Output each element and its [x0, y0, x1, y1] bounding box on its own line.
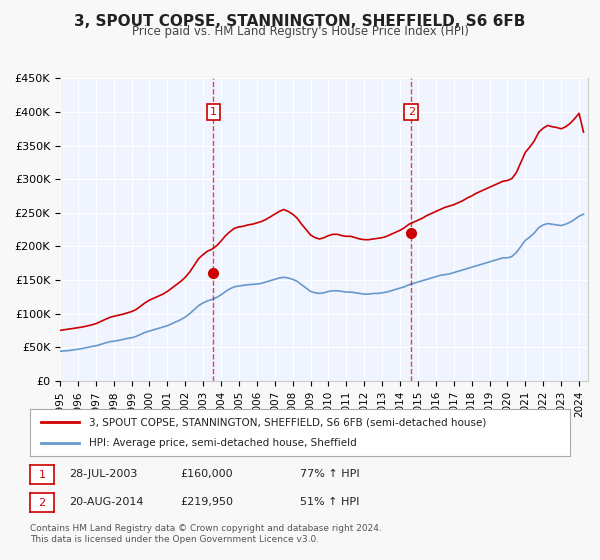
Text: £219,950: £219,950	[180, 497, 233, 507]
Text: 1: 1	[210, 107, 217, 117]
Text: HPI: Average price, semi-detached house, Sheffield: HPI: Average price, semi-detached house,…	[89, 438, 357, 448]
Text: 3, SPOUT COPSE, STANNINGTON, SHEFFIELD, S6 6FB: 3, SPOUT COPSE, STANNINGTON, SHEFFIELD, …	[74, 14, 526, 29]
Text: 51% ↑ HPI: 51% ↑ HPI	[300, 497, 359, 507]
Text: Price paid vs. HM Land Registry's House Price Index (HPI): Price paid vs. HM Land Registry's House …	[131, 25, 469, 38]
Text: 2: 2	[38, 498, 46, 507]
Text: 3, SPOUT COPSE, STANNINGTON, SHEFFIELD, S6 6FB (semi-detached house): 3, SPOUT COPSE, STANNINGTON, SHEFFIELD, …	[89, 417, 487, 427]
Text: 2: 2	[408, 107, 415, 117]
Text: £160,000: £160,000	[180, 469, 233, 479]
Text: Contains HM Land Registry data © Crown copyright and database right 2024.: Contains HM Land Registry data © Crown c…	[30, 524, 382, 533]
Text: This data is licensed under the Open Government Licence v3.0.: This data is licensed under the Open Gov…	[30, 535, 319, 544]
Text: 20-AUG-2014: 20-AUG-2014	[69, 497, 143, 507]
Text: 77% ↑ HPI: 77% ↑ HPI	[300, 469, 359, 479]
Text: 1: 1	[38, 470, 46, 479]
Text: 28-JUL-2003: 28-JUL-2003	[69, 469, 137, 479]
